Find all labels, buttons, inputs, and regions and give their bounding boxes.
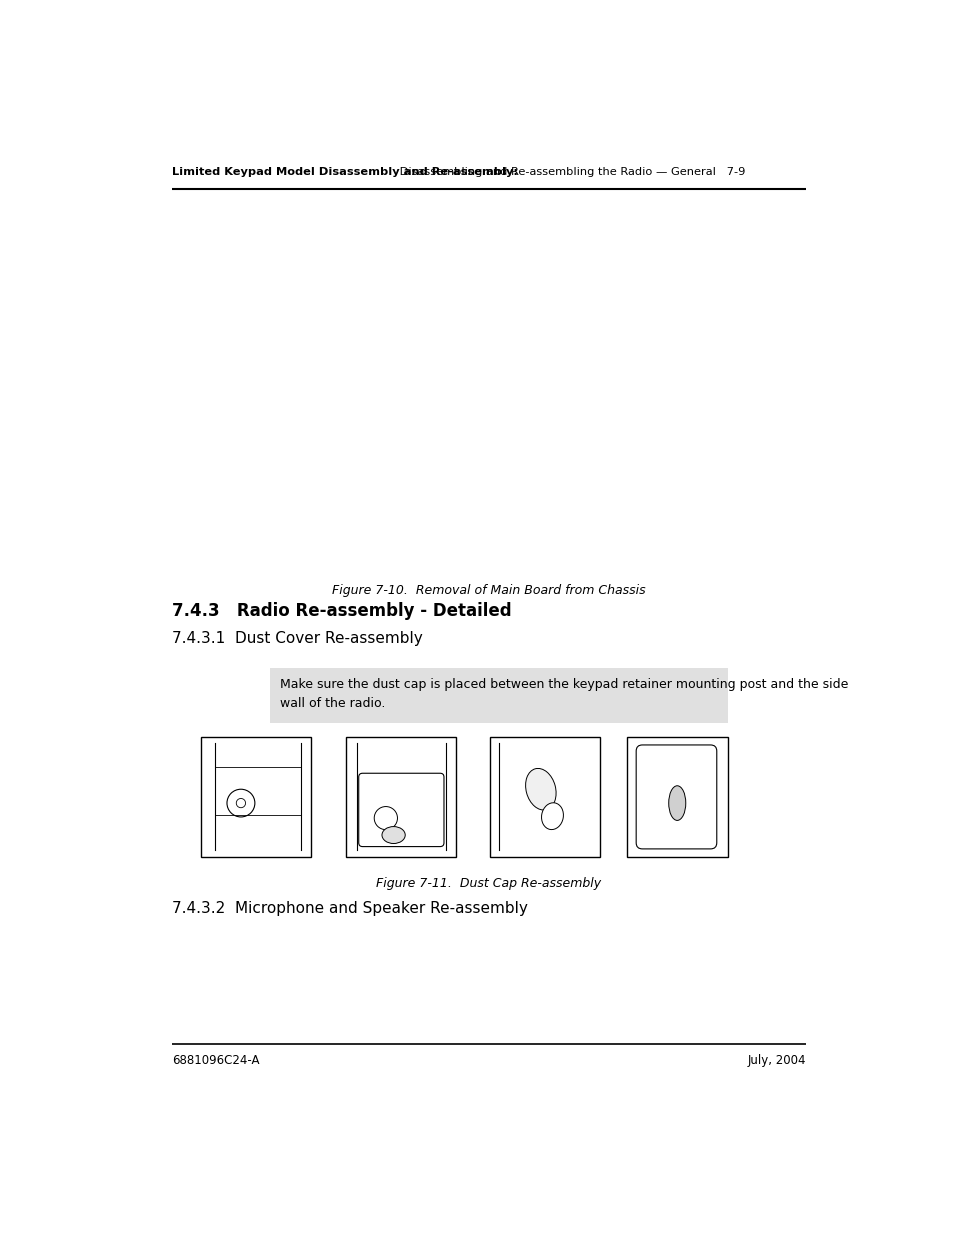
Text: 7.4.3   Radio Re-assembly - Detailed: 7.4.3 Radio Re-assembly - Detailed (172, 603, 511, 620)
Text: 7.4.3.2  Microphone and Speaker Re-assembly: 7.4.3.2 Microphone and Speaker Re-assemb… (172, 900, 527, 916)
FancyBboxPatch shape (358, 773, 443, 846)
Ellipse shape (668, 785, 685, 820)
Text: Figure 7-11.  Dust Cap Re-assembly: Figure 7-11. Dust Cap Re-assembly (376, 877, 600, 889)
Text: Disassembling and Re-assembling the Radio — General   7-9: Disassembling and Re-assembling the Radi… (395, 167, 744, 177)
Bar (489, 737, 599, 857)
FancyBboxPatch shape (636, 745, 716, 848)
Text: Figure 7-10.  Removal of Main Board from Chassis: Figure 7-10. Removal of Main Board from … (332, 584, 645, 597)
Text: 6881096C24-A: 6881096C24-A (172, 1053, 259, 1067)
Bar (200, 737, 311, 857)
Text: wall of the radio.: wall of the radio. (279, 698, 385, 710)
Ellipse shape (381, 826, 405, 844)
Ellipse shape (525, 768, 556, 810)
Ellipse shape (541, 803, 563, 830)
Text: July, 2004: July, 2004 (746, 1053, 805, 1067)
Text: Make sure the dust cap is placed between the keypad retainer mounting post and t: Make sure the dust cap is placed between… (279, 678, 847, 690)
Bar (626, 737, 727, 857)
Bar (345, 737, 456, 857)
Text: Limited Keypad Model Disassembly and Re-assembly:: Limited Keypad Model Disassembly and Re-… (172, 167, 517, 177)
Bar (270, 668, 727, 724)
Text: 7.4.3.1  Dust Cover Re-assembly: 7.4.3.1 Dust Cover Re-assembly (172, 631, 422, 646)
